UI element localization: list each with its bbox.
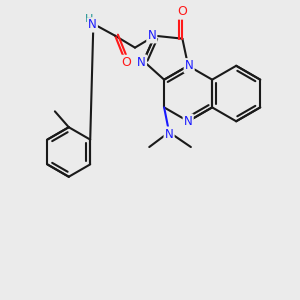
- Text: N: N: [165, 128, 173, 141]
- Text: O: O: [121, 56, 131, 69]
- Text: H: H: [85, 14, 94, 24]
- Text: N: N: [88, 18, 97, 32]
- Text: N: N: [185, 59, 194, 72]
- Text: N: N: [184, 115, 193, 128]
- Text: N: N: [147, 29, 156, 42]
- Text: N: N: [137, 56, 146, 69]
- Text: O: O: [177, 5, 187, 18]
